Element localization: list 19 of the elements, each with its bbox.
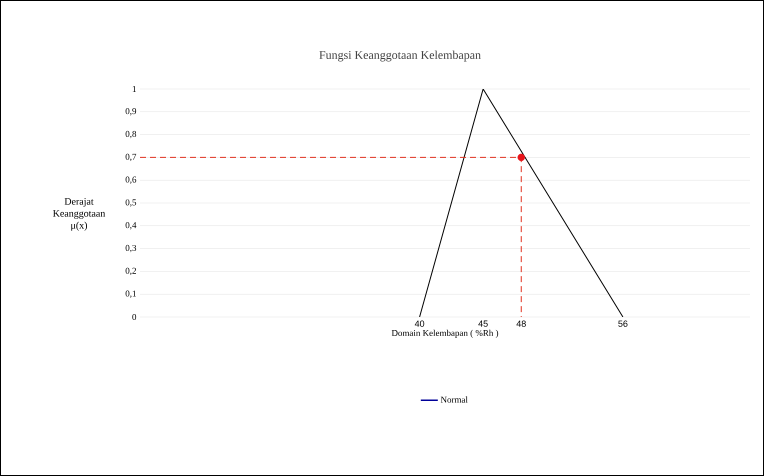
x-tick-label: 40 [414, 320, 424, 327]
y-tick-label: 0,5 [126, 199, 136, 207]
y-tick-label: 0,1 [126, 290, 136, 298]
x-tick-label: 56 [618, 320, 628, 327]
text: Normal [440, 396, 468, 403]
y-tick-label: 1 [132, 86, 136, 92]
y-tick-label: 0,2 [126, 268, 136, 276]
y-tick-label: 0,3 [126, 244, 136, 252]
x-tick-label: 48 [516, 320, 526, 327]
x-axis-title: Domain Kelembapan ( %Rh ) [392, 330, 498, 338]
y-tick-label: 0,8 [126, 130, 136, 138]
y-axis-title: Derajat Keanggotaan μ(x) [53, 198, 106, 231]
y-tick-label: 0,6 [126, 176, 136, 184]
chart-title: Fungsi Keanggotaan Kelembapan [319, 50, 481, 62]
y-tick-label: 0,9 [126, 108, 136, 116]
y-tick-label: 0,4 [126, 222, 136, 230]
y-tick-label: 0 [132, 314, 136, 320]
y-tick-label: 0,7 [126, 154, 136, 162]
x-tick-label: 45 [478, 320, 488, 327]
